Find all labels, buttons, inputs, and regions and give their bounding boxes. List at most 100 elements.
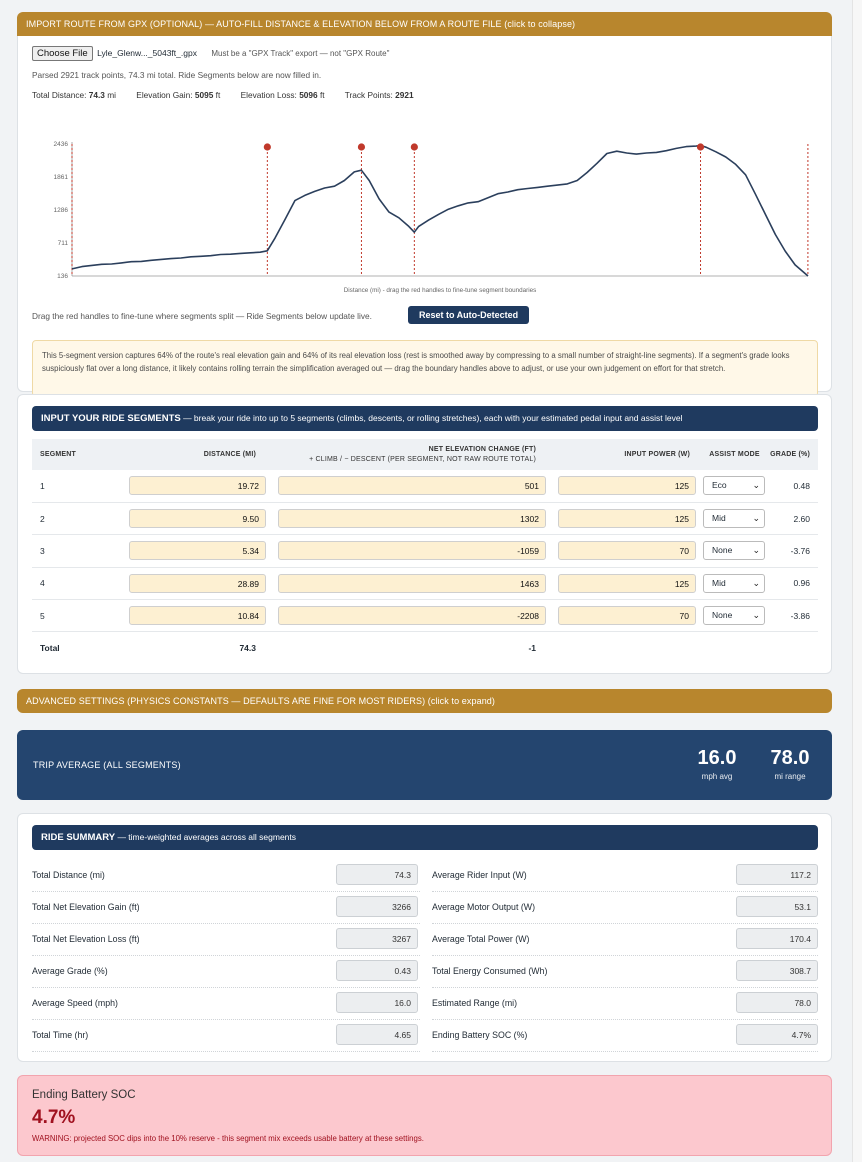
assist-mode-value: Eco	[712, 480, 727, 491]
summary-label: Average Grade (%)	[32, 966, 108, 976]
y-tick-label: 1286	[54, 207, 69, 214]
summary-row: Estimated Range (mi) 78.0	[432, 988, 818, 1020]
col-segment: SEGMENT	[32, 439, 92, 470]
segment-handle[interactable]	[410, 143, 418, 151]
segment-handle[interactable]	[357, 143, 366, 151]
segment-number: 4	[32, 567, 92, 601]
elevation-line	[71, 144, 809, 277]
segment-number: 5	[32, 599, 92, 633]
summary-label: Average Total Power (W)	[432, 934, 530, 944]
ending-soc-warning: WARNING: projected SOC dips into the 10%…	[32, 1134, 424, 1143]
col-elevation: NET ELEVATION CHANGE (FT) + CLIMB / − DE…	[272, 439, 552, 470]
assist-mode-select[interactable]: None ⌄	[703, 541, 765, 561]
elevation-input[interactable]: 501	[278, 476, 546, 496]
grade-value: 0.96	[767, 567, 818, 601]
assist-mode-value: Mid	[712, 577, 726, 588]
distance-input[interactable]: 19.72	[129, 476, 266, 496]
ending-soc-title: Ending Battery SOC	[32, 1089, 136, 1101]
elevation-loss-value: 5096	[299, 90, 318, 100]
summary-row: Average Motor Output (W) 53.1	[432, 892, 818, 924]
total-label: Total	[40, 643, 60, 654]
segment-handle[interactable]	[263, 143, 271, 151]
grade-value: -3.86	[767, 599, 818, 633]
summary-row: Average Total Power (W) 170.4	[432, 924, 818, 956]
summary-value: 78.0	[736, 992, 818, 1013]
elevation-input[interactable]: 1463	[278, 573, 546, 593]
summary-row: Total Time (hr) 4.65	[32, 1020, 420, 1052]
segments-card: INPUT YOUR RIDE SEGMENTS — break your ri…	[17, 394, 832, 674]
chevron-down-icon: ⌄	[752, 513, 760, 524]
total-distance: 74.3	[239, 643, 256, 654]
summary-row: Ending Battery SOC (%) 4.7%	[432, 1020, 818, 1052]
total-distance-label: Total Distance:	[32, 90, 87, 100]
elevation-loss-unit: ft	[319, 90, 325, 100]
assist-mode-select[interactable]: Mid ⌄	[703, 573, 765, 593]
gpx-header[interactable]: IMPORT ROUTE FROM GPX (OPTIONAL) — AUTO-…	[17, 12, 832, 36]
trip-average-panel: TRIP AVERAGE (ALL SEGMENTS) 16.0 mph avg…	[17, 730, 832, 800]
summary-value: 16.0	[336, 992, 418, 1013]
gpx-stats: Total Distance: 74.3 mi Elevation Gain: …	[32, 90, 414, 100]
distance-input[interactable]: 28.89	[129, 573, 266, 593]
file-name: Lyle_Glenw..._5043ft_.gpx	[97, 48, 197, 58]
range-block: 78.0 mi range	[760, 747, 820, 781]
elevation-gain-value: 5095	[194, 90, 214, 100]
distance-input[interactable]: 9.50	[129, 509, 266, 529]
summary-value: 4.7%	[736, 1024, 818, 1045]
track-points-value: 2921	[395, 90, 414, 100]
track-points-label: Track Points:	[344, 90, 393, 100]
summary-value: 4.65	[336, 1024, 418, 1045]
segment-number: 3	[32, 534, 92, 568]
segment-row: 2 9.50 1302 125 Mid ⌄ 2.60	[32, 502, 818, 536]
summary-label: Total Distance (mi)	[32, 870, 105, 880]
summary-label: Estimated Range (mi)	[432, 998, 518, 1008]
grade-value: -3.76	[767, 534, 818, 568]
ride-summary-desc: — time-weighted averages across all segm…	[115, 832, 297, 842]
elevation-input[interactable]: 1302	[278, 509, 546, 529]
col-elevation-line2: + CLIMB / − DESCENT (PER SEGMENT, NOT RA…	[309, 455, 536, 463]
power-input[interactable]: 125	[558, 476, 696, 496]
y-tick-label: 2436	[54, 141, 69, 148]
parsed-message: Parsed 2921 track points, 74.3 mi total.…	[32, 70, 322, 80]
power-input[interactable]: 125	[558, 573, 696, 593]
elevation-loss-label: Elevation Loss:	[240, 90, 297, 100]
power-input[interactable]: 70	[558, 541, 696, 561]
chevron-down-icon: ⌄	[752, 545, 760, 556]
col-assist: ASSIST MODE	[702, 439, 767, 470]
page-scrollbar[interactable]	[852, 0, 862, 1162]
advanced-settings-header[interactable]: ADVANCED SETTINGS (PHYSICS CONSTANTS — D…	[17, 689, 832, 713]
segments-header-title: INPUT YOUR RIDE SEGMENTS	[41, 413, 181, 424]
summary-row: Total Net Elevation Loss (ft) 3267	[32, 924, 420, 956]
ride-summary-title: RIDE SUMMARY	[41, 832, 116, 843]
assist-mode-value: None	[712, 610, 733, 621]
assist-mode-select[interactable]: None ⌄	[703, 606, 765, 626]
segments-header-desc: — break your ride into up to 5 segments …	[180, 413, 683, 423]
elevation-chart: 2436 1861 1286 711 136 Distance (mi) - drag t…	[54, 141, 809, 294]
col-power: INPUT POWER (W)	[552, 439, 702, 470]
summary-row: Total Energy Consumed (Wh) 308.7	[432, 956, 818, 988]
gpx-card: Choose File Lyle_Glenw..._5043ft_.gpx Mu…	[17, 36, 832, 397]
assist-mode-select[interactable]: Mid ⌄	[703, 509, 765, 529]
file-hint: Must be a "GPX Track" export — not "GPX …	[211, 49, 390, 58]
distance-input[interactable]: 5.34	[129, 541, 266, 561]
y-tick-label: 1861	[54, 174, 69, 181]
summary-row: Total Distance (mi) 74.3	[32, 860, 420, 892]
choose-file-button[interactable]: Choose File	[32, 46, 93, 61]
elevation-input[interactable]: -1059	[278, 541, 546, 561]
total-distance-value: 74.3	[88, 90, 105, 100]
chevron-down-icon: ⌄	[752, 480, 760, 491]
segment-row: 4 28.89 1463 125 Mid ⌄ 0.96	[32, 567, 818, 601]
summary-value: 0.43	[336, 960, 418, 981]
segment-row: 5 10.84 -2208 70 None ⌄ -3.86	[32, 599, 818, 633]
summary-value: 170.4	[736, 928, 818, 949]
distance-input[interactable]: 10.84	[129, 606, 266, 626]
summary-label: Average Motor Output (W)	[432, 902, 535, 912]
segment-row: 1 19.72 501 125 Eco ⌄ 0.48	[32, 470, 818, 503]
segment-handle[interactable]	[696, 143, 705, 151]
elevation-input[interactable]: -2208	[278, 606, 546, 626]
assist-mode-select[interactable]: Eco ⌄	[703, 476, 765, 496]
power-input[interactable]: 70	[558, 606, 696, 626]
ride-summary-header: RIDE SUMMARY — time-weighted averages ac…	[32, 825, 818, 850]
power-input[interactable]: 125	[558, 509, 696, 529]
reset-auto-detected-button[interactable]: Reset to Auto-Detected	[408, 306, 530, 324]
chevron-down-icon: ⌄	[752, 577, 760, 588]
